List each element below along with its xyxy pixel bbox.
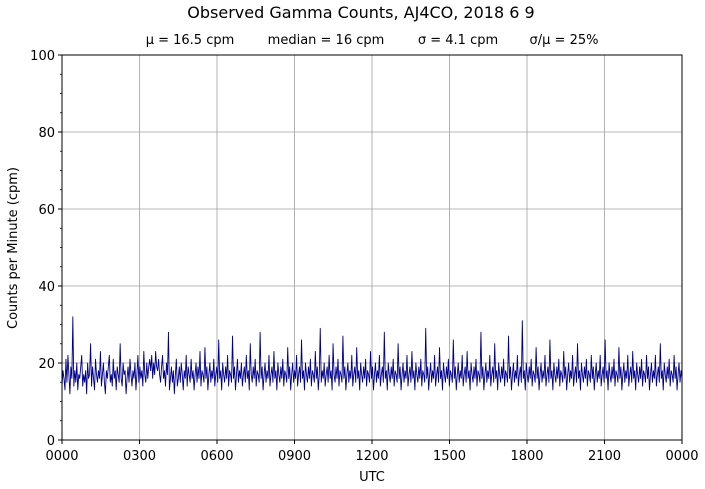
x-axis-label: UTC: [359, 470, 385, 485]
x-tick-label: 0300: [123, 449, 156, 464]
x-tick-label: 2100: [588, 449, 621, 464]
x-tick-label: 0000: [665, 449, 698, 464]
chart-title: Observed Gamma Counts, AJ4CO, 2018 6 9: [187, 3, 534, 22]
y-tick-label: 40: [38, 280, 55, 295]
gamma-count-series-line: [61, 316, 683, 395]
x-tick-label: 1800: [510, 449, 543, 464]
y-tick-label: 0: [47, 434, 55, 449]
stat-median: median = 16 cpm: [268, 33, 385, 48]
stat-mean: μ = 16.5 cpm: [146, 33, 235, 48]
y-axis-label: Counts per Minute (cpm): [6, 167, 21, 329]
y-tick-label: 80: [38, 126, 55, 141]
y-tick-label: 20: [38, 357, 55, 372]
series-group: [61, 316, 683, 395]
y-axis: 0 20 40 60 80 100: [30, 49, 62, 449]
y-tick-label: 100: [30, 49, 55, 64]
y-tick-label: 60: [38, 203, 55, 218]
stat-ratio: σ/μ = 25%: [530, 33, 599, 48]
x-tick-label: 1200: [355, 449, 388, 464]
x-tick-label: 0900: [278, 449, 311, 464]
grid-lines: [61, 54, 683, 441]
x-tick-label: 0000: [45, 449, 78, 464]
stat-sigma: σ = 4.1 cpm: [418, 33, 498, 48]
x-tick-label: 0600: [200, 449, 233, 464]
chart-subtitle: μ = 16.5 cpm median = 16 cpm σ = 4.1 cpm…: [146, 33, 599, 48]
x-axis: 0000 0300 0600 0900 1200 1500 1800 2100 0000: [45, 440, 699, 464]
x-tick-label: 1500: [433, 449, 466, 464]
